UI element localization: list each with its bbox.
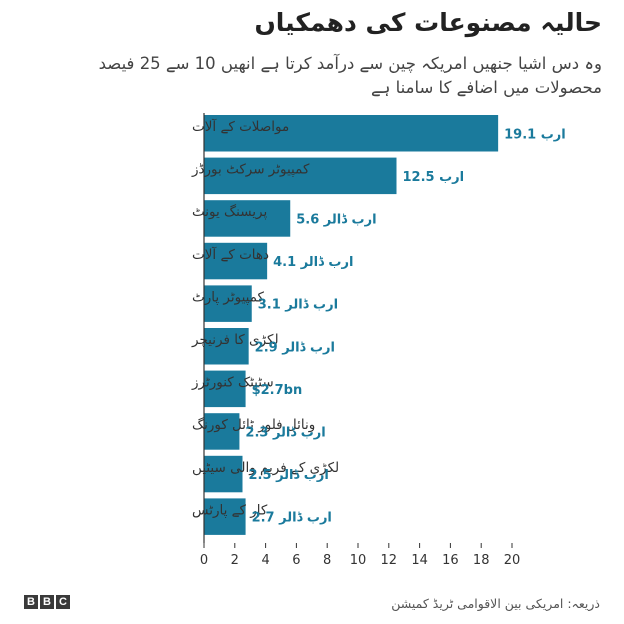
logo-letter: B (24, 595, 38, 609)
chart-subtitle: وہ دس اشیا جنھیں امریکہ چین سے درآمد کرت… (98, 54, 602, 97)
data-label: 2.7 ارب ڈالر (252, 511, 332, 526)
bar (204, 498, 246, 535)
category-label: ونائل فلور ٹائل کورنگ (192, 417, 315, 433)
data-label: 4.1 ارب ڈالر (273, 255, 353, 270)
x-tick-label: 4 (261, 553, 269, 568)
bar (204, 328, 249, 365)
data-label: 3.1 ارب ڈالر (258, 298, 338, 313)
data-label: 5.6 ارب ڈالر (296, 212, 376, 227)
bar (204, 413, 240, 450)
category-label: سٹیٹک کنورٹرز (191, 375, 274, 391)
bar (204, 115, 499, 152)
data-label: 19.1 ارب (504, 127, 566, 142)
x-tick-label: 10 (350, 553, 367, 568)
x-tick-label: 12 (381, 553, 398, 568)
x-tick-label: 16 (442, 553, 459, 568)
bbc-logo: B B C (24, 595, 70, 609)
x-tick-label: 0 (200, 553, 208, 568)
data-label: 2.3 ارب ڈالر (245, 425, 325, 440)
category-label: دھات کے آلات (192, 246, 269, 263)
data-label: 2.5 ارب ڈالر (249, 468, 329, 483)
x-tick-label: 8 (323, 553, 331, 568)
chart-title: حالیہ مصنوعات کی دھمکیاں (254, 8, 602, 37)
x-tick-label: 20 (504, 553, 521, 568)
bar (204, 157, 397, 195)
bar (204, 285, 252, 322)
category-label: لکڑی کا فرنیچر (191, 332, 279, 348)
category-label: مواصلات کے آلات (192, 118, 289, 135)
bar (204, 455, 243, 493)
x-tick-label: 14 (411, 553, 428, 568)
category-label: لکڑی کے فریم والی سیٹیں (192, 460, 339, 476)
category-label: کار کے پارٹس (192, 502, 268, 518)
data-label: 12.5 ارب (403, 170, 465, 185)
category-label: کمپیوٹر سرکٹ بورڈز (191, 162, 310, 178)
category-label: پریسنگ یونٹ (192, 204, 267, 220)
bar (204, 242, 268, 280)
x-tick-label: 6 (292, 553, 300, 568)
x-tick-label: 2 (231, 553, 239, 568)
category-label: کمپیوٹر پارٹ (192, 289, 265, 305)
logo-letter: B (40, 595, 54, 609)
data-label: $2.7bn (252, 383, 303, 398)
source-note: ذریعہ: امریکی بین الاقوامی ٹریڈ کمیشن (391, 596, 600, 611)
logo-letter: C (56, 595, 70, 609)
x-tick-label: 18 (473, 553, 490, 568)
data-label: 2.9 ارب ڈالر (255, 340, 335, 355)
bar-chart: مواصلات کے آلات 19.1 ارب کمپیوٹر سرکٹ بورڈ… (191, 113, 566, 568)
bar (204, 200, 291, 237)
bar (204, 370, 246, 408)
